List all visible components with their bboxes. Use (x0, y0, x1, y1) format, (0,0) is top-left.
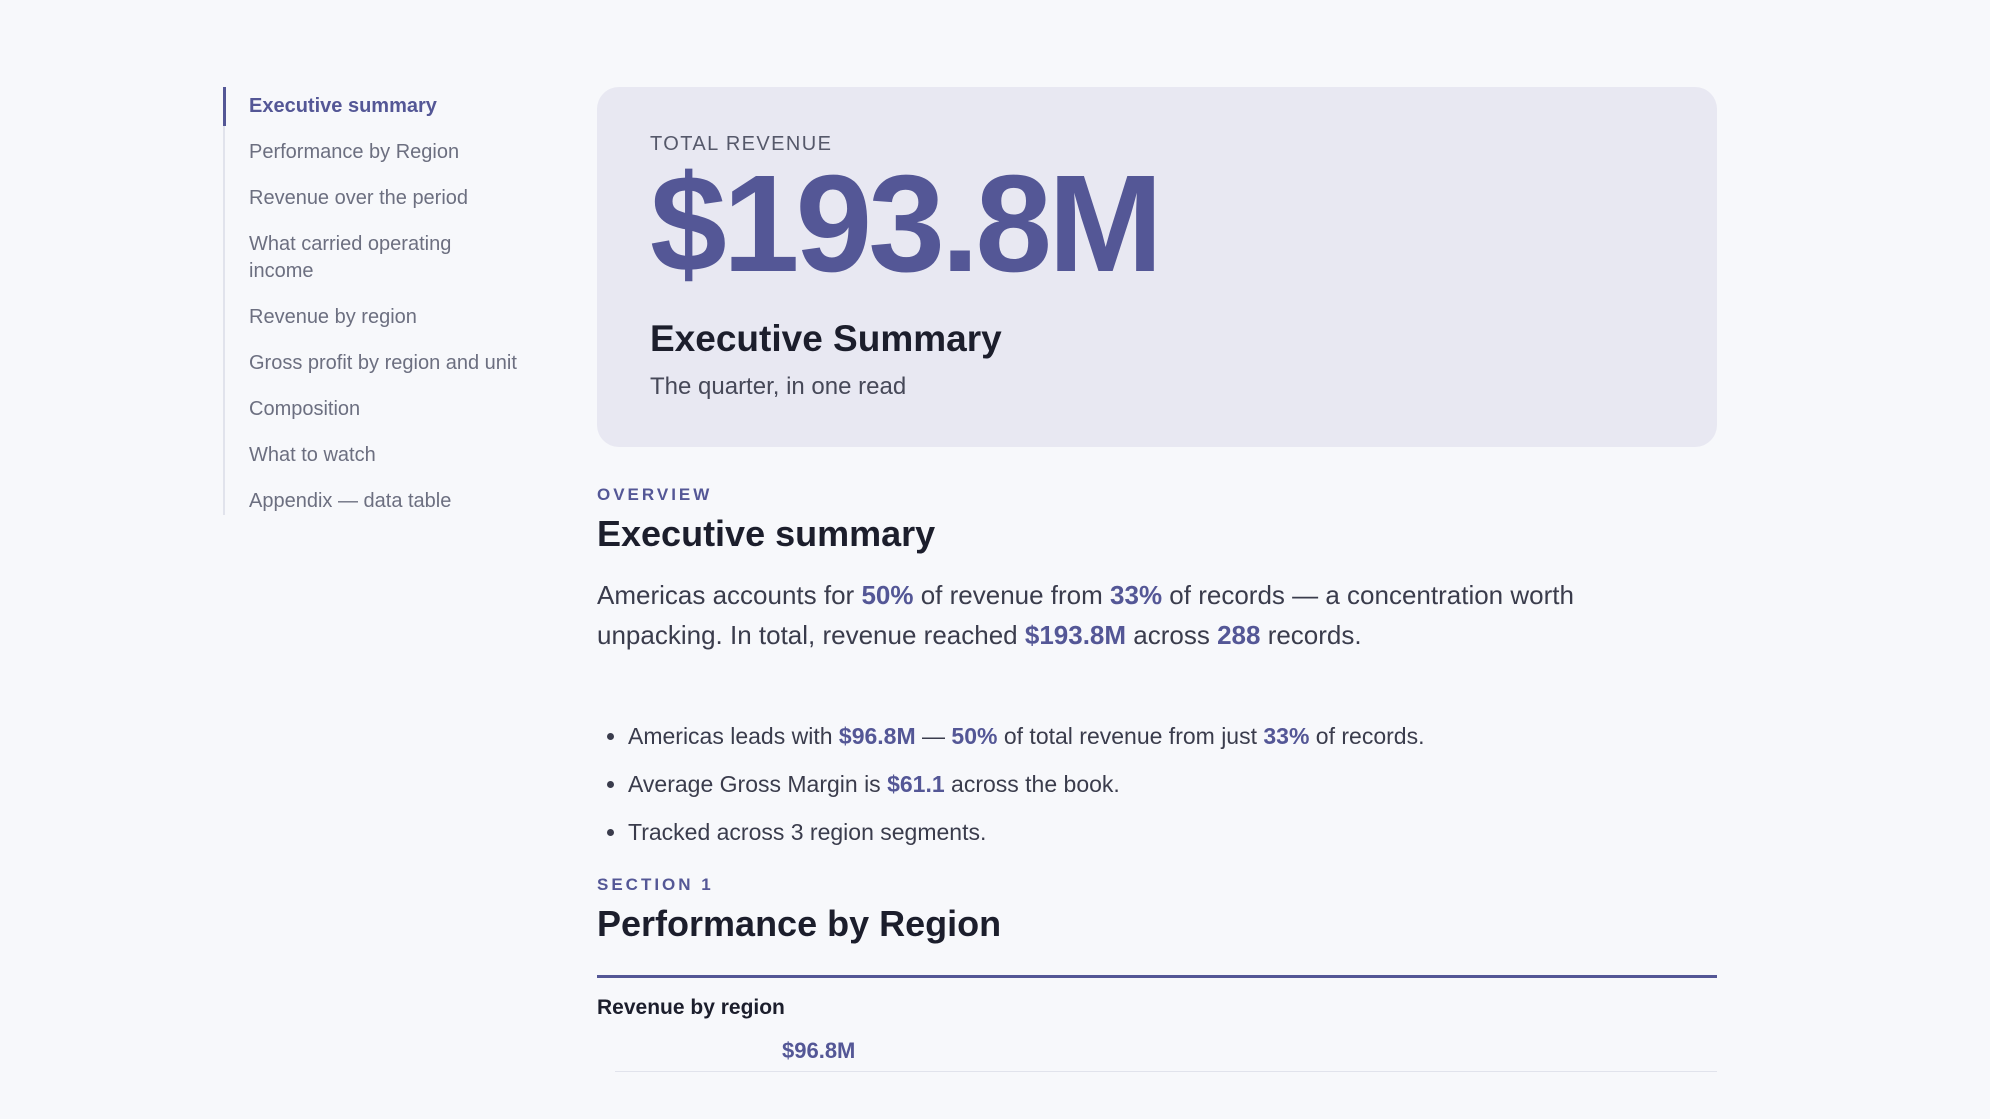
text-run: of records — a concentration worth unpac… (597, 580, 1574, 650)
text-run: Americas accounts for (597, 580, 862, 610)
toc-item-gross-profit[interactable]: Gross profit by region and unit (249, 352, 517, 374)
text-run: — (915, 723, 952, 749)
main-content: TOTAL REVENUE $193.8M Executive Summary … (597, 87, 1717, 1104)
revenue-by-region-chart: $96.8M (597, 1034, 1717, 1104)
text-run: across (1126, 620, 1218, 650)
toc-item-operating-income[interactable]: What carried operating income (249, 233, 452, 282)
toc-item-executive-summary[interactable]: Executive summary (223, 87, 553, 126)
hero-subtitle: The quarter, in one read (650, 373, 907, 400)
text-run: Average Gross Margin is (628, 771, 888, 797)
text-run: across the book. (944, 771, 1120, 797)
highlight-value: 288 (1217, 620, 1261, 650)
chart-title: Revenue by region (597, 996, 785, 1019)
text-run: of total revenue from just (997, 723, 1264, 749)
bar-value-label: $96.8M (782, 1038, 856, 1063)
section-heading: Executive summary (597, 513, 936, 554)
text-run: Tracked across 3 region segments. (628, 819, 987, 845)
toc-item-what-to-watch[interactable]: What to watch (249, 444, 376, 466)
table-of-contents: Executive summary Performance by Region … (223, 87, 553, 515)
overview-section: OVERVIEW Executive summary Americas acco… (597, 485, 1717, 847)
kpi-label: TOTAL REVENUE (650, 133, 833, 155)
toc-item-revenue-over-period[interactable]: Revenue over the period (249, 187, 469, 209)
highlight-value: $193.8M (1024, 620, 1127, 650)
list-item: Average Gross Margin is $61.1 across the… (628, 769, 1717, 799)
chart-baseline (615, 1071, 1717, 1072)
key-points-list: Americas leads with $96.8M — 50% of tota… (597, 721, 1717, 847)
section-eyebrow: SECTION 1 (597, 875, 714, 894)
highlight-value: 33% (1263, 723, 1310, 749)
summary-paragraph: Americas accounts for 50% of revenue fro… (597, 575, 1657, 655)
toc-item-composition[interactable]: Composition (249, 398, 361, 420)
highlight-value: 50% (951, 723, 998, 749)
toc-item-appendix[interactable]: Appendix — data table (249, 490, 452, 512)
highlight-value: 50% (861, 580, 914, 610)
section-heading: Performance by Region (597, 903, 1002, 944)
section-divider (597, 975, 1717, 978)
hero-card: TOTAL REVENUE $193.8M Executive Summary … (597, 87, 1717, 447)
kpi-value: $193.8M (650, 147, 1163, 301)
text-run: of records. (1309, 723, 1425, 749)
text-run: of revenue from (913, 580, 1111, 610)
highlight-value: 33% (1110, 580, 1163, 610)
text-run: Americas leads with (628, 723, 839, 749)
list-item: Americas leads with $96.8M — 50% of tota… (628, 721, 1717, 751)
list-item: Tracked across 3 region segments. (628, 817, 1717, 847)
toc-item-performance-by-region[interactable]: Performance by Region (249, 141, 460, 163)
text-run: records. (1260, 620, 1362, 650)
section-eyebrow: OVERVIEW (597, 485, 713, 504)
hero-title: Executive Summary (650, 318, 1002, 359)
highlight-value: $96.8M (838, 723, 916, 749)
performance-section: SECTION 1 Performance by Region Revenue … (597, 875, 1717, 1104)
toc-item-revenue-by-region[interactable]: Revenue by region (249, 306, 417, 328)
highlight-value: $61.1 (887, 771, 945, 797)
